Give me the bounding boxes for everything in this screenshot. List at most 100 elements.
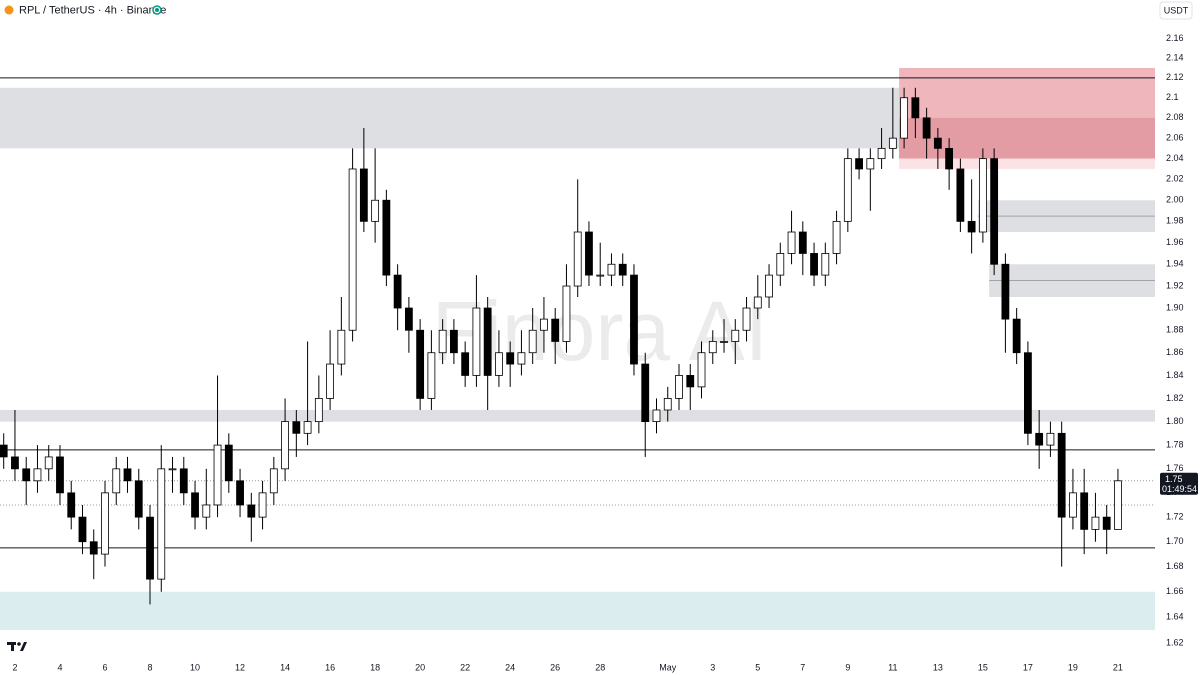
y-tick-label: 2.08 bbox=[1166, 112, 1184, 122]
watermark: Finora AI bbox=[432, 284, 768, 378]
candle-body bbox=[933, 137, 942, 149]
candle-body bbox=[33, 468, 42, 482]
x-tick-label: 19 bbox=[1068, 662, 1078, 672]
y-tick-label: 1.64 bbox=[1166, 612, 1184, 622]
candle-body bbox=[191, 492, 199, 518]
candle-body bbox=[382, 199, 391, 276]
zone bbox=[899, 158, 1155, 169]
candle-body bbox=[697, 352, 706, 388]
candle-body bbox=[123, 468, 132, 482]
x-tick-label: 8 bbox=[148, 662, 153, 672]
candle-body bbox=[281, 421, 289, 470]
x-tick-label: 20 bbox=[415, 662, 425, 672]
candle-body bbox=[404, 307, 413, 331]
y-tick-label: 1.68 bbox=[1166, 561, 1184, 571]
y-tick-label: 1.94 bbox=[1166, 259, 1184, 269]
x-tick-label: 21 bbox=[1113, 662, 1123, 672]
x-tick-label: 10 bbox=[190, 662, 200, 672]
chart-title: RPL / TetherUS · 4h · Binance bbox=[19, 4, 166, 16]
y-tick-label: 1.92 bbox=[1166, 280, 1184, 290]
candle-body bbox=[551, 318, 560, 342]
candle-body bbox=[134, 480, 143, 518]
axes: 2.16 2.14 2.12 2.1 2.08 2.06 2.04 2.02 2.00 1.98 1… bbox=[12, 33, 1198, 672]
x-tick-label: 7 bbox=[800, 662, 805, 672]
candle-body bbox=[202, 504, 211, 518]
y-tick-label: 1.78 bbox=[1166, 439, 1184, 449]
candle-body bbox=[776, 253, 785, 276]
y-tick-label: 1.84 bbox=[1166, 370, 1184, 380]
candle-body bbox=[236, 480, 244, 506]
symbol-icon bbox=[4, 5, 14, 15]
x-tick-label: 15 bbox=[978, 662, 988, 672]
candle-body bbox=[461, 352, 470, 376]
candle-body bbox=[753, 296, 762, 309]
candle-body bbox=[866, 158, 875, 170]
candle-body bbox=[618, 263, 627, 276]
candle-body bbox=[483, 307, 492, 376]
candle-body bbox=[641, 363, 650, 423]
candle-body bbox=[258, 492, 267, 518]
x-tick-label: 5 bbox=[755, 662, 760, 672]
y-tick-label: 1.90 bbox=[1166, 302, 1184, 312]
x-tick-label: 4 bbox=[57, 662, 62, 672]
candle-body bbox=[1057, 432, 1066, 518]
y-tick-label: 1.86 bbox=[1166, 347, 1184, 357]
y-tick-label: 1.88 bbox=[1166, 325, 1184, 335]
candle-body bbox=[67, 492, 76, 518]
candle-body bbox=[11, 456, 19, 470]
candle-body bbox=[247, 504, 256, 518]
x-tick-label: 13 bbox=[933, 662, 943, 672]
plot-area: Finora AI bbox=[0, 67, 1155, 631]
candle-body bbox=[495, 352, 503, 376]
candle-body bbox=[945, 147, 954, 170]
candle-body bbox=[765, 274, 773, 298]
candle-body bbox=[1035, 432, 1044, 446]
x-tick-label: 17 bbox=[1023, 662, 1033, 672]
y-tick-label: 1.98 bbox=[1166, 216, 1184, 226]
candle-body bbox=[56, 456, 64, 494]
candle-body bbox=[472, 307, 481, 376]
candle-body bbox=[810, 253, 818, 276]
candle-body bbox=[686, 375, 695, 388]
candle-body bbox=[585, 231, 593, 276]
candle-body bbox=[990, 158, 999, 265]
candle-body bbox=[1001, 263, 1010, 320]
candle-body bbox=[348, 168, 357, 331]
x-tick-label: May bbox=[659, 662, 677, 672]
x-tick-label: 12 bbox=[235, 662, 245, 672]
candle-body bbox=[720, 341, 728, 343]
candle-body bbox=[44, 456, 53, 470]
candle-body bbox=[78, 516, 87, 543]
candle-body bbox=[1080, 492, 1089, 530]
x-tick-label: 24 bbox=[505, 662, 515, 672]
candle-body bbox=[101, 492, 109, 555]
x-tick-label: 6 bbox=[102, 662, 107, 672]
candle-body bbox=[0, 444, 8, 458]
candle-body bbox=[540, 318, 548, 331]
countdown-label: 01:49:54 bbox=[1162, 484, 1197, 494]
candle-body bbox=[832, 220, 841, 254]
x-tick-label: 26 bbox=[550, 662, 560, 672]
zone bbox=[0, 409, 1155, 422]
candle-body bbox=[213, 444, 222, 506]
candle-body bbox=[224, 444, 233, 482]
zone bbox=[0, 591, 1155, 631]
candle-body bbox=[843, 158, 852, 222]
candle-body bbox=[337, 329, 346, 365]
candle-body bbox=[562, 285, 571, 342]
candle-body bbox=[1024, 352, 1032, 434]
candle-body bbox=[956, 168, 965, 222]
x-tick-label: 28 bbox=[595, 662, 605, 672]
currency-box[interactable] bbox=[1159, 1, 1193, 20]
y-tick-label: 2.1 bbox=[1166, 92, 1179, 102]
y-tick-label: 1.62 bbox=[1166, 637, 1184, 647]
candle-body bbox=[922, 117, 931, 139]
candle-body bbox=[652, 409, 661, 423]
candle-body bbox=[314, 398, 323, 423]
x-tick-label: 18 bbox=[370, 662, 380, 672]
candle-body bbox=[630, 274, 638, 365]
currency[interactable]: USDT bbox=[1164, 5, 1189, 15]
candle-body bbox=[303, 421, 312, 434]
candle-body bbox=[157, 468, 166, 580]
